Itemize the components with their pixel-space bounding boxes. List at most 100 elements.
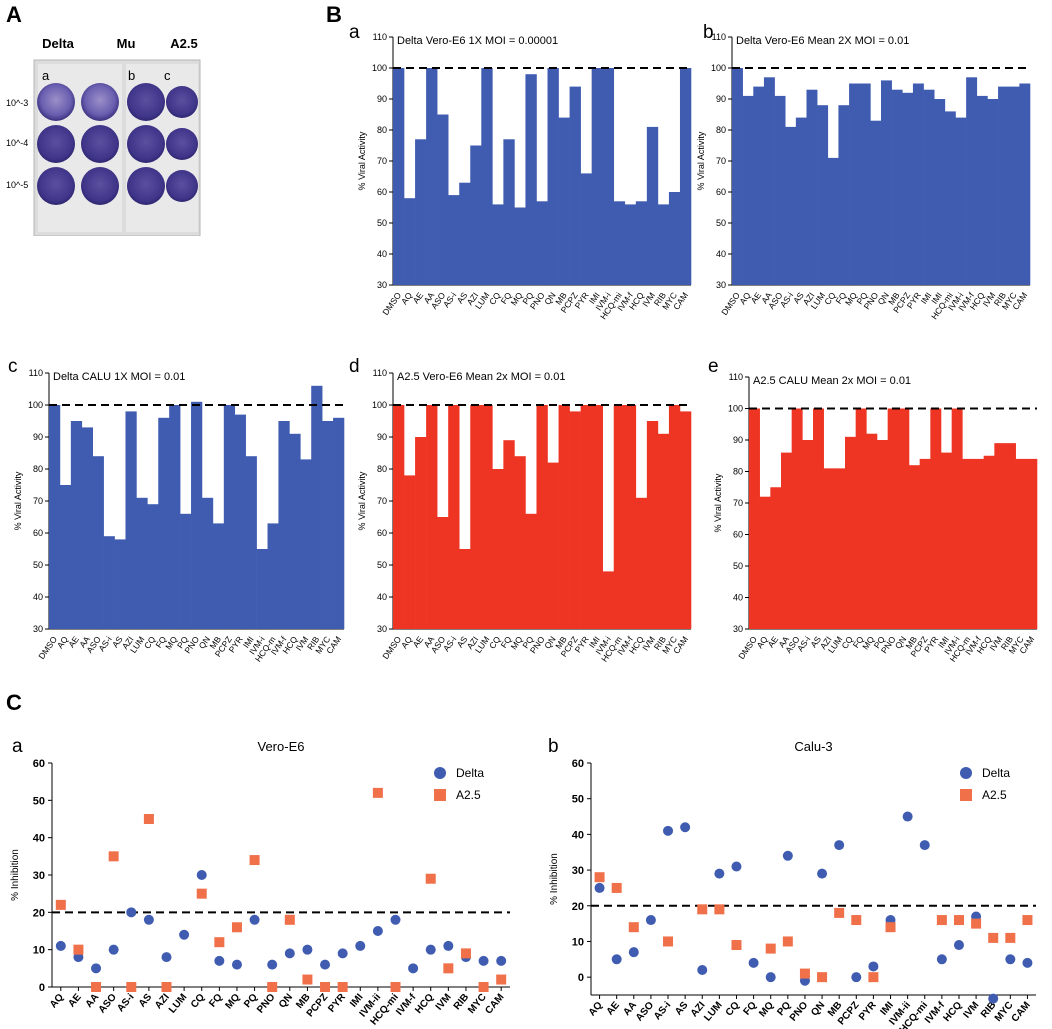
bar-AS [813,408,824,629]
point-Delta-HCQ-mi [390,914,401,925]
point-Delta-FQ [748,957,759,968]
point-A2.5-HCQ [425,873,436,884]
legend-label: Delta [456,766,484,780]
bar-HCQ-m [267,523,279,629]
bar-DMSO [49,405,61,629]
bar-PCPZ [569,86,581,285]
point-A2.5-PQ [249,855,260,866]
bar-HCQ-m [613,405,626,629]
plate-well [37,125,75,163]
bar-PCPZ [902,92,914,285]
y-tick-label: 10 [572,936,584,948]
y-tick-label: 70 [377,496,387,506]
point-Delta-HCQ [425,944,436,955]
y-tick-label: 40 [33,833,45,845]
plaque-plate-image: Delta Mu A2.5 a b c 10^-3 10^-4 10^-5 [6,36,201,237]
y-tick-label: 50 [377,218,387,228]
x-tick-label: PYR [857,999,879,1022]
bar-PQ [877,440,888,629]
point-Delta-PQ [249,914,260,925]
y-tick-label: 110 [373,368,387,378]
x-tick-label: QN [809,1000,827,1019]
legend-label: A2.5 [456,788,481,802]
bar-MQ [514,456,526,629]
point-A2.5-AS-i [663,936,674,947]
bar-FQ [838,105,850,285]
bar-RIB [998,86,1010,285]
bar-RIB [657,204,670,285]
point-Delta-AA [628,947,639,958]
bar-chart-Ba: a 30 40 50 60 70 80 90 100 110 % Viral Activity DMS… [349,22,692,321]
x-tick-label: AS [137,992,155,1010]
point-A2.5-LUM [714,904,725,915]
x-tick-label: IVM [962,1000,982,1021]
x-tick-label: DMSO [380,634,403,661]
y-tick-label: 30 [716,280,726,290]
point-Delta-RIB [988,993,999,1004]
y-tick-label: 0 [39,982,45,994]
bar-ASO [437,517,449,629]
chart-title: A2.5 Vero-E6 Mean 2x MOI = 0.01 [397,371,565,383]
bar-IVM-i [602,571,615,629]
bar-CQ [492,469,504,629]
chart-panel-letter: b [548,736,559,757]
bar-AZI [470,405,482,629]
point-A2.5-CAM [1022,915,1033,926]
point-A2.5-PNO [267,982,278,992]
plate-dilution-label: 10^-5 [6,180,28,190]
bar-PQ [180,513,192,629]
bar-PQ [525,74,537,285]
bar-HCQ [983,455,995,629]
point-A2.5-FQ [214,937,225,948]
x-tick-label: IVM-f [923,999,948,1025]
legend-label: Delta [982,766,1010,780]
bar-DMSO [732,68,743,285]
y-tick-label: 60 [572,758,584,770]
plate-column-label: A2.5 [170,36,197,51]
plate-well [127,167,165,205]
point-Delta-IMI [355,940,366,951]
bar-AS [459,182,471,285]
bar-FQ [855,408,867,629]
point-Delta-MQ [231,959,242,970]
point-Delta-PNO [267,959,278,970]
plate-well [166,86,198,118]
point-Delta-MYC [1005,954,1016,965]
point-A2.5-MYC [1005,932,1016,943]
bar-PYR [580,173,592,285]
point-Delta-AS-i [663,825,674,836]
bar-CAM [679,68,692,285]
point-A2.5-IMI [885,922,896,933]
y-tick-label: 20 [33,907,45,919]
point-A2.5-AZI [697,904,708,915]
x-tick-label: DMSO [380,290,403,317]
point-Delta-PYR [868,961,879,972]
chart-panel-letter: e [708,356,719,377]
point-Delta-CQ [196,870,207,880]
y-tick-label: 30 [33,870,45,882]
bar-PNO [536,405,548,629]
y-tick-label: 80 [733,467,743,477]
bar-QN [898,408,910,629]
chart-title: Delta Vero-E6 Mean 2X MOI = 0.01 [736,35,909,47]
x-tick-label: PNO [255,992,277,1016]
bar-CAM [679,411,692,629]
x-tick-label: AS-i [115,992,136,1015]
x-tick-label: ASO [97,992,119,1016]
bar-PQ [525,513,537,629]
point-Delta-IVM-ii [372,926,383,936]
bar-FQ [503,139,515,285]
point-A2.5-AE [611,882,622,893]
point-Delta-AZI [161,952,172,963]
bar-IVM-i [955,117,967,285]
bar-AE [415,139,427,285]
y-tick-label: 60 [733,530,743,540]
bar-AE [770,487,782,629]
plate-sub-label: b [128,68,135,83]
bar-IVM-i [602,68,615,285]
bar-MQ [866,433,878,629]
point-Delta-PQ [782,850,793,861]
point-A2.5-AE [73,944,84,955]
bar-AA [81,427,94,629]
